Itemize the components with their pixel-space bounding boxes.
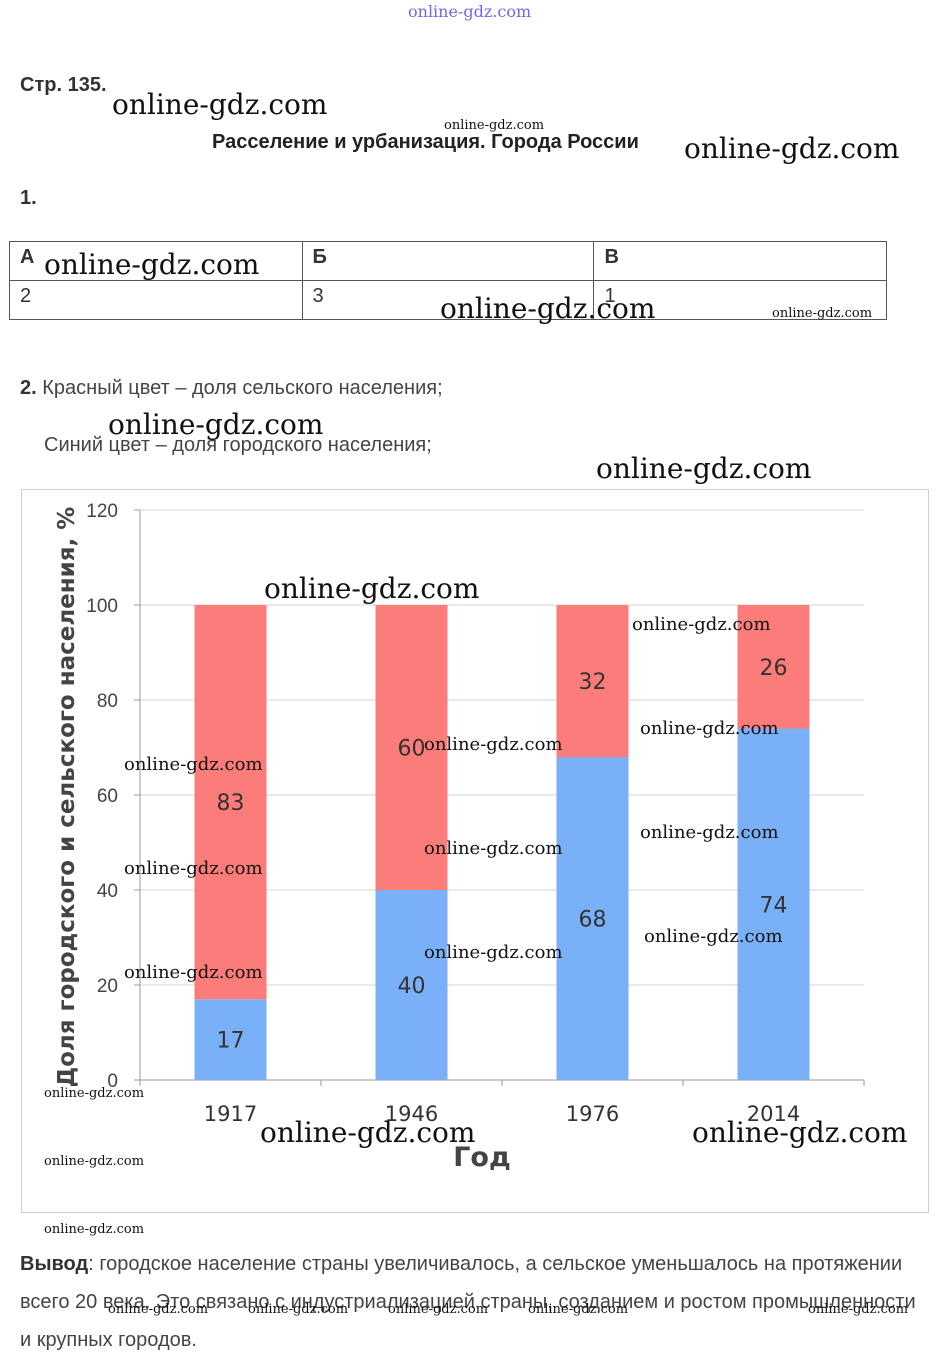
watermark: online-gdz.com xyxy=(424,942,563,963)
page-title: Расселение и урбанизация. Города России xyxy=(212,131,639,153)
watermark: online-gdz.com xyxy=(424,838,563,859)
watermark: online-gdz.com xyxy=(260,1116,476,1149)
urban-bar xyxy=(556,757,629,1080)
watermark: online-gdz.com xyxy=(112,88,328,121)
urban-bar xyxy=(737,728,810,1080)
watermark: online-gdz.com xyxy=(444,118,545,133)
watermark: online-gdz.com xyxy=(124,962,263,983)
y-tick-label: 120 xyxy=(86,501,118,522)
page-number: Стр. 135. xyxy=(20,74,107,96)
x-axis-title: Год xyxy=(453,1142,511,1173)
table-cell: 3 xyxy=(301,280,595,320)
answer-table: А Б В 2 3 1 xyxy=(9,241,887,320)
urban-bar xyxy=(194,999,267,1080)
y-tick-label: 100 xyxy=(86,596,118,617)
data-label: 60 xyxy=(398,737,426,762)
data-label: 32 xyxy=(579,670,607,695)
watermark: online-gdz.com xyxy=(632,614,771,635)
watermark: online-gdz.com xyxy=(44,1222,145,1237)
y-tick-label: 60 xyxy=(97,786,118,807)
chart-frame xyxy=(21,489,929,1213)
rural-bar xyxy=(556,605,629,757)
conclusion: Вывод: городское население страны увелич… xyxy=(20,1245,920,1359)
watermark: online-gdz.com xyxy=(264,572,480,605)
table-cell: 1 xyxy=(593,280,887,320)
y-tick-label: 80 xyxy=(97,691,118,712)
question-2-text-1: Красный цвет – доля сельского населения; xyxy=(42,377,443,399)
data-label: 68 xyxy=(579,908,607,933)
y-axis-title: Доля городского и сельского населения, % xyxy=(54,507,80,1088)
x-tick-label: 2014 xyxy=(747,1102,800,1126)
x-tick-label: 1946 xyxy=(385,1102,438,1126)
y-tick-label: 40 xyxy=(97,881,118,902)
x-tick-label: 1976 xyxy=(566,1102,619,1126)
watermark: online-gdz.com xyxy=(124,754,263,775)
question-2-line-2: Синий цвет – доля городского населения; xyxy=(44,434,432,456)
watermark: online-gdz.com xyxy=(108,408,324,441)
rural-bar xyxy=(375,605,448,890)
data-label: 40 xyxy=(398,974,426,999)
watermark: online-gdz.com xyxy=(248,1302,349,1317)
rural-bar xyxy=(194,605,267,1000)
data-label: 26 xyxy=(760,656,788,681)
table-row: 2 3 1 xyxy=(9,280,887,320)
conclusion-label: Вывод xyxy=(20,1253,89,1275)
watermark: online-gdz.com xyxy=(424,734,563,755)
watermark: online-gdz.com xyxy=(124,858,263,879)
data-label: 17 xyxy=(217,1029,245,1054)
rural-bar xyxy=(737,605,810,729)
data-label: 83 xyxy=(217,791,245,816)
table-header-cell: А xyxy=(9,241,303,281)
conclusion-text: : городское население страны увеличивало… xyxy=(20,1253,916,1351)
header-watermark: online-gdz.com xyxy=(408,2,532,21)
question-1-number: 1. xyxy=(20,187,37,209)
question-2-line-1: 2. Красный цвет – доля сельского населен… xyxy=(20,377,443,400)
watermark: online-gdz.com xyxy=(440,292,656,325)
question-2-number: 2. xyxy=(20,377,37,399)
watermark: online-gdz.com xyxy=(640,718,779,739)
data-label: 74 xyxy=(760,893,788,918)
x-tick-label: 1917 xyxy=(204,1102,257,1126)
y-tick-label: 20 xyxy=(97,976,118,997)
table-header-cell: В xyxy=(593,241,887,281)
table-cell: 2 xyxy=(9,280,303,320)
watermark: online-gdz.com xyxy=(388,1302,489,1317)
watermark: online-gdz.com xyxy=(808,1302,909,1317)
watermark: online-gdz.com xyxy=(692,1116,908,1149)
y-tick-label: 0 xyxy=(107,1071,118,1092)
watermark: online-gdz.com xyxy=(108,1302,209,1317)
watermark: online-gdz.com xyxy=(772,306,873,321)
urban-bar xyxy=(375,890,448,1080)
watermark: online-gdz.com xyxy=(528,1302,629,1317)
watermark: online-gdz.com xyxy=(644,926,783,947)
watermark: online-gdz.com xyxy=(44,1154,145,1169)
watermark: online-gdz.com xyxy=(596,452,812,485)
watermark: online-gdz.com xyxy=(44,248,260,281)
watermark: online-gdz.com xyxy=(44,1086,145,1101)
watermark: online-gdz.com xyxy=(684,132,900,165)
watermark: online-gdz.com xyxy=(640,822,779,843)
